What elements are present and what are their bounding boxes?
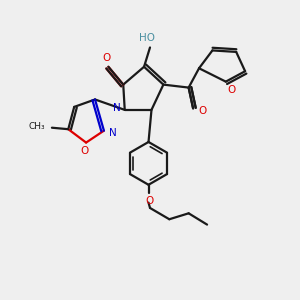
Text: HO: HO xyxy=(139,33,155,43)
Text: O: O xyxy=(103,53,111,63)
Text: O: O xyxy=(227,85,235,95)
Text: CH₃: CH₃ xyxy=(28,122,45,131)
Text: O: O xyxy=(80,146,89,157)
Text: O: O xyxy=(145,196,153,206)
Text: O: O xyxy=(198,106,206,116)
Text: N: N xyxy=(113,103,121,113)
Text: N: N xyxy=(109,128,117,138)
